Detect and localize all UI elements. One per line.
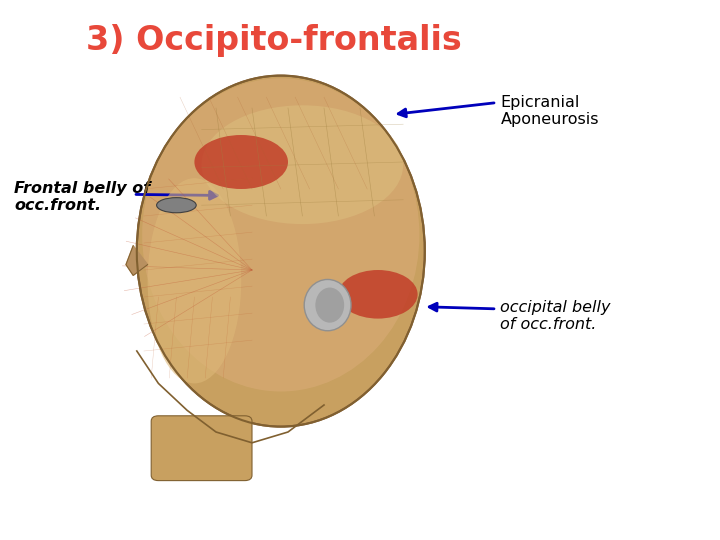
Ellipse shape <box>137 76 425 427</box>
Ellipse shape <box>338 270 418 319</box>
Text: Frontal belly of
occ.front.: Frontal belly of occ.front. <box>14 181 150 213</box>
Ellipse shape <box>157 198 197 213</box>
Ellipse shape <box>202 105 403 224</box>
Polygon shape <box>126 246 148 275</box>
Text: occipital belly
of occ.front.: occipital belly of occ.front. <box>500 300 611 332</box>
Ellipse shape <box>305 280 351 330</box>
Ellipse shape <box>143 78 419 392</box>
Text: Epicranial
Aponeurosis: Epicranial Aponeurosis <box>500 94 599 127</box>
Text: 3) Occipito-frontalis: 3) Occipito-frontalis <box>86 24 462 57</box>
Ellipse shape <box>148 178 241 383</box>
Ellipse shape <box>315 287 344 322</box>
Ellipse shape <box>194 135 288 189</box>
FancyBboxPatch shape <box>151 416 252 481</box>
